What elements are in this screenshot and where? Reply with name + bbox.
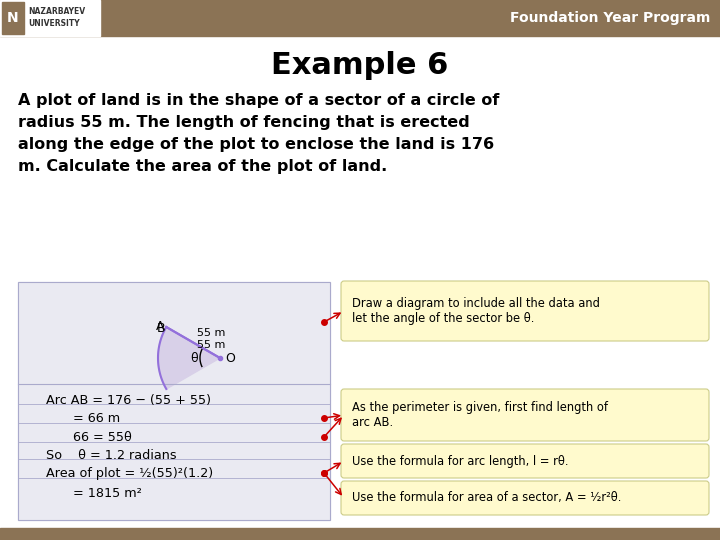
Text: Foundation Year Program: Foundation Year Program — [510, 11, 710, 25]
Text: 55 m: 55 m — [197, 340, 225, 349]
Bar — [2, 2, 24, 34]
Bar — [18, 282, 330, 520]
Polygon shape — [158, 327, 220, 389]
Text: 66 = 55θ: 66 = 55θ — [73, 431, 132, 444]
Text: = 1815 m²: = 1815 m² — [73, 487, 142, 500]
Bar — [0, 528, 720, 540]
Text: N: N — [7, 11, 19, 25]
Text: Arc AB = 176 − (55 + 55): Arc AB = 176 − (55 + 55) — [46, 394, 211, 407]
Text: O: O — [225, 353, 235, 366]
Text: θ: θ — [190, 353, 197, 366]
FancyBboxPatch shape — [341, 281, 709, 341]
Text: Draw a diagram to include all the data and
let the angle of the sector be θ.: Draw a diagram to include all the data a… — [352, 297, 600, 325]
Text: Use the formula for area of a sector, A = ½r²θ.: Use the formula for area of a sector, A … — [352, 491, 621, 504]
Text: radius 55 m. The length of fencing that is erected: radius 55 m. The length of fencing that … — [18, 115, 469, 130]
FancyBboxPatch shape — [341, 389, 709, 441]
Text: Example 6: Example 6 — [271, 51, 449, 79]
Text: 55 m: 55 m — [197, 328, 225, 339]
Text: As the perimeter is given, first find length of
arc AB.: As the perimeter is given, first find le… — [352, 401, 608, 429]
Text: So    θ = 1.2 radians: So θ = 1.2 radians — [46, 449, 176, 462]
Text: along the edge of the plot to enclose the land is 176: along the edge of the plot to enclose th… — [18, 137, 494, 152]
Bar — [18, 282, 330, 520]
Text: Area of plot = ½(55)²(1.2): Area of plot = ½(55)²(1.2) — [46, 467, 213, 480]
Text: B: B — [156, 321, 165, 334]
Text: A: A — [156, 320, 165, 333]
FancyBboxPatch shape — [341, 444, 709, 478]
FancyBboxPatch shape — [341, 481, 709, 515]
Text: NAZARBAYEV: NAZARBAYEV — [28, 8, 85, 17]
Text: Use the formula for arc length, l = rθ.: Use the formula for arc length, l = rθ. — [352, 455, 569, 468]
Text: UNIVERSITY: UNIVERSITY — [28, 19, 80, 29]
Bar — [0, 0, 100, 36]
Bar — [0, 0, 720, 36]
Text: m. Calculate the area of the plot of land.: m. Calculate the area of the plot of lan… — [18, 159, 387, 174]
Text: = 66 m: = 66 m — [73, 412, 120, 425]
Text: A plot of land is in the shape of a sector of a circle of: A plot of land is in the shape of a sect… — [18, 93, 500, 108]
